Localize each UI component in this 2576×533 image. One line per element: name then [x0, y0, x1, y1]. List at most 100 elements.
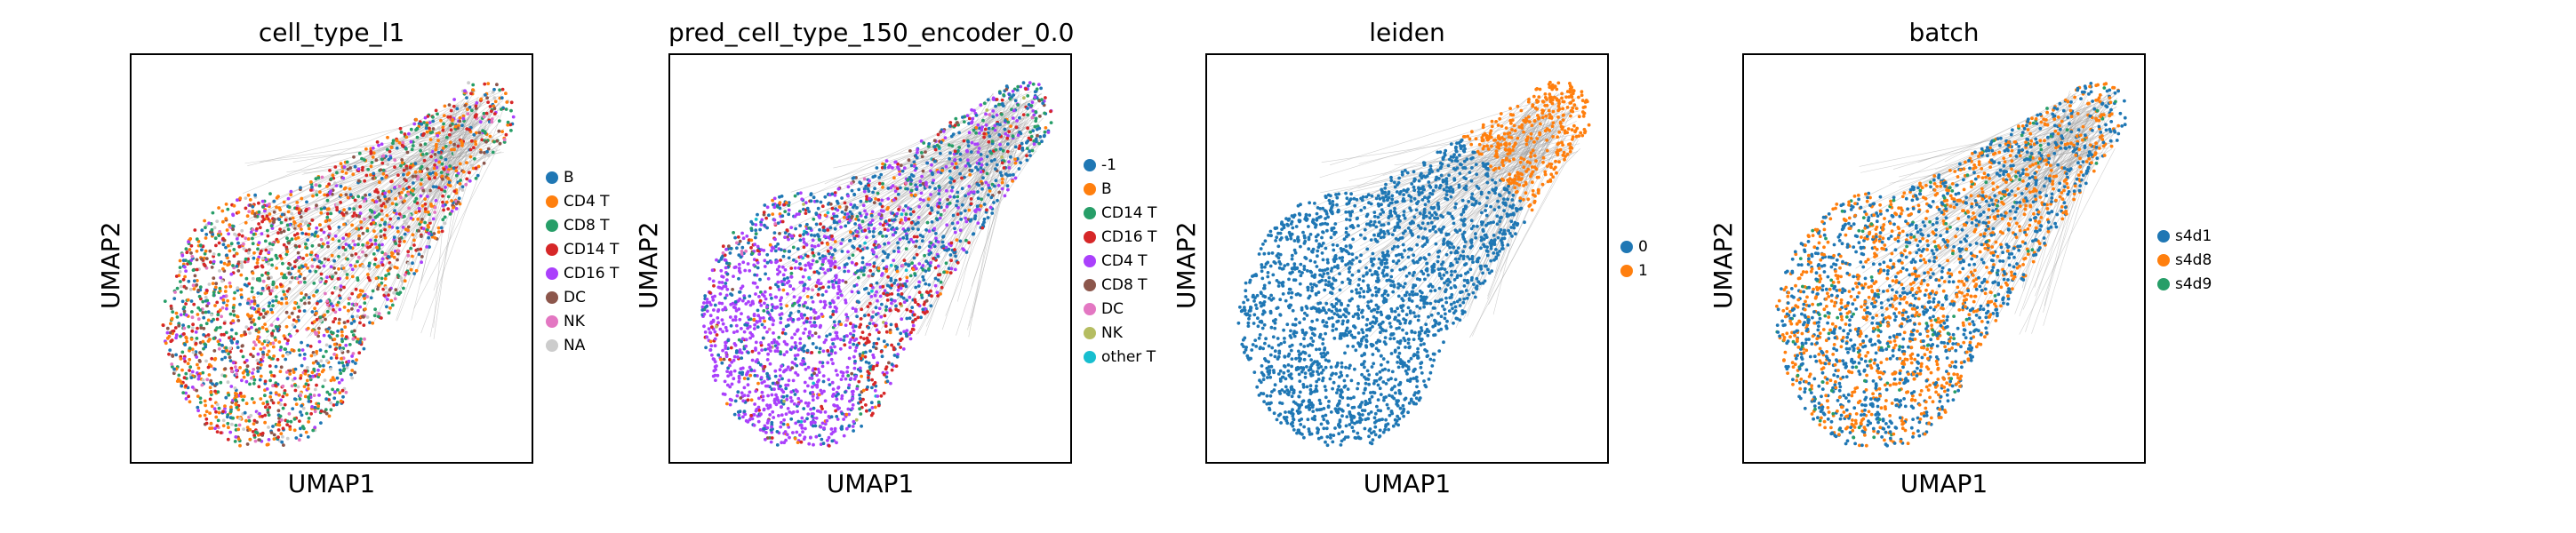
- cell-point: [351, 360, 355, 363]
- cell-point: [502, 140, 507, 144]
- cell-point: [277, 340, 282, 344]
- cell-point: [198, 285, 203, 290]
- cell-point: [266, 408, 270, 412]
- cell-point: [388, 217, 393, 221]
- cell-point: [298, 397, 302, 401]
- cell-point: [307, 301, 311, 305]
- cell-point: [249, 413, 253, 418]
- cell-point: [238, 366, 242, 370]
- cell-point: [276, 231, 280, 235]
- cell-point: [327, 219, 332, 222]
- cell-point: [460, 123, 464, 128]
- cell-point: [350, 306, 354, 311]
- cell-point: [279, 365, 284, 370]
- cell-point: [333, 310, 338, 314]
- plot-area: [130, 53, 533, 464]
- cell-point: [305, 200, 308, 204]
- cell-point: [391, 141, 395, 146]
- cell-point: [399, 163, 403, 168]
- cell-point: [191, 322, 195, 327]
- cell-point: [339, 371, 343, 376]
- cell-point: [231, 309, 236, 313]
- cell-point: [337, 266, 340, 271]
- cell-point: [215, 300, 220, 305]
- cell-point: [378, 223, 382, 227]
- cell-point: [424, 126, 428, 131]
- cell-point: [270, 310, 275, 314]
- cell-point: [193, 274, 197, 278]
- cell-point: [216, 339, 220, 344]
- cell-point: [243, 259, 247, 264]
- cell-point: [296, 251, 300, 255]
- cell-point: [168, 348, 172, 352]
- cell-point: [366, 273, 370, 276]
- cell-point: [272, 210, 276, 214]
- cell-point: [315, 349, 319, 354]
- cell-point: [492, 96, 497, 100]
- cell-point: [303, 301, 307, 306]
- cell-point: [397, 184, 402, 188]
- cell-point: [340, 388, 345, 393]
- cell-point: [196, 394, 200, 398]
- cell-point: [452, 98, 456, 101]
- cell-point: [319, 228, 324, 232]
- cell-point: [317, 339, 322, 344]
- cell-point: [277, 218, 282, 222]
- cell-point: [187, 324, 191, 329]
- cell-point: [402, 187, 405, 191]
- cell-point: [260, 342, 265, 346]
- cell-point: [271, 329, 276, 333]
- cell-point: [380, 276, 384, 281]
- cell-point: [288, 372, 292, 376]
- cell-point: [380, 212, 385, 216]
- cell-point: [268, 242, 272, 246]
- cell-point: [465, 177, 469, 181]
- cell-point: [331, 376, 335, 379]
- cell-point: [299, 376, 302, 380]
- cell-point: [478, 120, 483, 124]
- cell-point: [371, 198, 375, 203]
- cell-point: [298, 353, 302, 357]
- cell-point: [411, 233, 415, 237]
- cell-point: [252, 232, 256, 236]
- cell-point: [474, 104, 478, 108]
- cell-point: [464, 182, 468, 187]
- cell-point: [329, 408, 333, 412]
- cell-point: [281, 261, 284, 266]
- cell-point: [300, 363, 304, 368]
- cell-point: [203, 413, 207, 418]
- cell-point: [400, 161, 404, 164]
- cell-point: [184, 371, 188, 376]
- cell-point: [351, 239, 356, 243]
- cell-point: [228, 430, 233, 434]
- cell-point: [423, 115, 428, 120]
- cell-point: [390, 202, 395, 206]
- cell-point: [393, 249, 397, 253]
- cell-point: [232, 297, 236, 300]
- cell-point: [482, 111, 486, 115]
- cell-point: [265, 203, 268, 208]
- cell-point: [315, 226, 319, 230]
- cell-point: [350, 274, 355, 279]
- cell-point: [250, 325, 253, 330]
- cell-point: [504, 132, 508, 137]
- cell-point: [351, 172, 356, 177]
- cell-point: [307, 296, 311, 299]
- cell-point: [458, 119, 462, 123]
- cell-point: [291, 407, 295, 410]
- cell-point: [426, 115, 430, 118]
- cell-point: [212, 293, 216, 298]
- cell-point: [354, 252, 358, 256]
- cell-point: [387, 197, 391, 201]
- cell-point: [341, 217, 345, 220]
- cell-point: [388, 203, 392, 207]
- cell-point: [364, 253, 368, 258]
- cell-point: [306, 238, 309, 242]
- cell-point: [190, 386, 195, 389]
- cell-point: [225, 228, 229, 232]
- cell-point: [313, 410, 317, 414]
- cell-point: [396, 229, 400, 234]
- cell-point: [261, 402, 266, 405]
- cell-point: [258, 378, 262, 382]
- cell-point: [348, 263, 353, 267]
